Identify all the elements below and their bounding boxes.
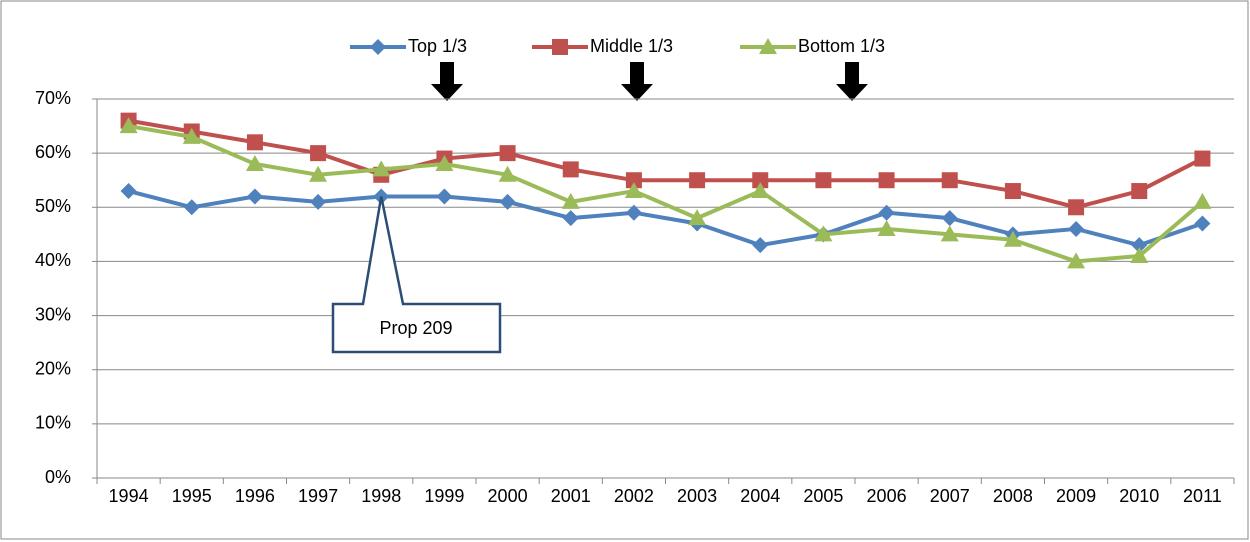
legend-label: Bottom 1/3: [798, 36, 885, 56]
series: [119, 117, 1212, 269]
marker: [1194, 150, 1211, 167]
marker: [372, 160, 391, 177]
x-tick-label: 1996: [235, 486, 275, 506]
arrows: [431, 62, 868, 101]
series-line: [128, 189, 1204, 248]
marker: [310, 145, 327, 162]
y-tick-label: 60%: [35, 142, 71, 162]
marker: [941, 210, 958, 227]
marker: [499, 145, 516, 162]
marker: [562, 161, 579, 178]
marker: [625, 204, 642, 221]
marker: [246, 134, 263, 151]
y-tick-label: 0%: [45, 467, 71, 487]
series: [120, 112, 1211, 216]
marker: [1068, 199, 1085, 216]
callout: [331, 196, 502, 354]
marker: [499, 193, 516, 210]
marker: [689, 172, 706, 189]
marker: [624, 182, 643, 199]
marker: [1068, 220, 1085, 237]
marker: [625, 172, 642, 189]
arrow: [431, 62, 463, 101]
x-tick-label: 2000: [488, 486, 528, 506]
marker: [120, 183, 137, 200]
marker: [759, 38, 777, 54]
y-tick-label: 20%: [35, 358, 71, 378]
x-tick-label: 1995: [172, 486, 212, 506]
marker: [182, 127, 201, 144]
marker: [119, 117, 138, 134]
series-line: [128, 124, 1204, 264]
marker: [1130, 247, 1149, 264]
marker: [183, 199, 200, 216]
marker: [751, 182, 770, 199]
marker: [1131, 183, 1148, 200]
x-tick-label: 2004: [740, 486, 780, 506]
marker: [309, 165, 328, 182]
series-line: [128, 118, 1204, 210]
legend-label: Top 1/3: [408, 36, 467, 56]
x-tick-label: 2010: [1119, 486, 1159, 506]
marker: [1194, 215, 1211, 232]
marker: [941, 172, 958, 189]
marker: [940, 225, 959, 242]
x-tick-label: 2007: [930, 486, 970, 506]
marker: [552, 39, 568, 55]
marker: [435, 154, 454, 171]
marker: [370, 39, 386, 55]
marker: [1067, 252, 1086, 269]
marker: [246, 188, 263, 205]
legend-label: Middle 1/3: [590, 36, 673, 56]
x-tick-label: 1997: [298, 486, 338, 506]
marker: [815, 172, 832, 189]
marker: [310, 193, 327, 210]
marker: [245, 154, 264, 171]
marker: [561, 192, 580, 209]
arrow: [836, 62, 868, 101]
x-tick-label: 2008: [993, 486, 1033, 506]
x-tick-label: 2006: [867, 486, 907, 506]
y-tick-label: 30%: [35, 304, 71, 324]
x-tick-label: 2001: [551, 486, 591, 506]
x-tick-label: 2003: [677, 486, 717, 506]
marker: [814, 225, 833, 242]
y-tick-label: 50%: [35, 196, 71, 216]
x-tick-label: 2011: [1183, 486, 1222, 506]
y-tick-label: 10%: [35, 413, 71, 433]
x-tick-label: 1999: [424, 486, 464, 506]
marker: [436, 188, 453, 205]
x-tick-label: 2009: [1056, 486, 1096, 506]
x-tick-label: 1994: [109, 486, 149, 506]
marker: [877, 219, 896, 236]
marker: [498, 165, 517, 182]
marker: [752, 237, 769, 254]
marker: [1193, 192, 1212, 209]
y-tick-label: 70%: [35, 88, 71, 108]
marker: [752, 172, 769, 189]
marker: [1003, 230, 1022, 247]
arrow: [621, 62, 653, 101]
x-tick-label: 1998: [361, 486, 401, 506]
marker: [688, 209, 707, 226]
y-tick-label: 40%: [35, 250, 71, 270]
x-tick-label: 2002: [614, 486, 654, 506]
annotation: Prop 209: [379, 318, 452, 338]
marker: [878, 204, 895, 221]
x-tick-label: 2005: [803, 486, 843, 506]
marker: [562, 210, 579, 227]
marker: [878, 172, 895, 189]
marker: [1131, 237, 1148, 254]
marker: [1004, 183, 1021, 200]
